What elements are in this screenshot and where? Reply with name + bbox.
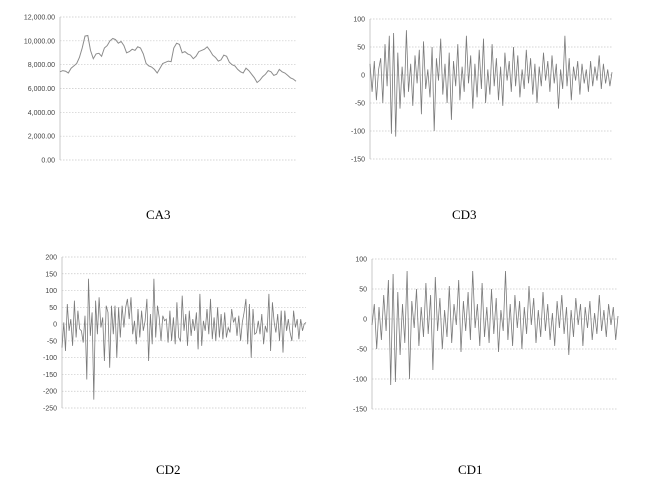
y-tick-label: -250 <box>43 406 57 413</box>
y-tick-label: -150 <box>351 157 365 164</box>
y-tick-label: -150 <box>43 372 57 379</box>
caption-cd1: CD1 <box>458 462 483 477</box>
y-tick-label: 200 <box>45 255 57 262</box>
y-tick-label: 8,000.00 <box>28 62 55 69</box>
y-tick-label: 150 <box>45 271 57 278</box>
y-tick-label: -50 <box>47 338 57 345</box>
y-tick-label: 10,000.00 <box>24 38 55 45</box>
y-tick-label: 100 <box>353 17 365 24</box>
y-tick-label: -50 <box>357 347 367 354</box>
y-tick-label: 50 <box>49 305 57 312</box>
y-tick-label: -150 <box>353 407 367 414</box>
y-tick-label: 50 <box>359 287 367 294</box>
y-tick-label: -100 <box>353 377 367 384</box>
y-tick-label: -50 <box>355 101 365 108</box>
y-tick-label: 6,000.00 <box>28 86 55 93</box>
y-tick-label: 0 <box>361 73 365 80</box>
caption-ca3: CA3 <box>146 207 171 222</box>
y-tick-label: 0.00 <box>41 158 55 165</box>
y-tick-label: 50 <box>357 45 365 52</box>
y-tick-label: 0 <box>53 322 57 329</box>
y-tick-label: 0 <box>363 317 367 324</box>
caption-cd3: CD3 <box>452 207 477 222</box>
series-line-ca3 <box>59 34 297 84</box>
series-line-cd3 <box>369 30 613 137</box>
y-tick-label: 12,000.00 <box>24 15 55 22</box>
caption-cd2: CD2 <box>156 462 181 477</box>
y-tick-label: 100 <box>45 288 57 295</box>
y-tick-label: -100 <box>351 129 365 136</box>
series-line-cd1 <box>371 270 619 386</box>
y-tick-label: 2,000.00 <box>28 134 55 141</box>
series-line-cd2 <box>61 278 307 400</box>
y-tick-label: -100 <box>43 355 57 362</box>
y-tick-label: 4,000.00 <box>28 110 55 117</box>
y-tick-label: 100 <box>355 257 367 264</box>
y-tick-label: -200 <box>43 389 57 396</box>
